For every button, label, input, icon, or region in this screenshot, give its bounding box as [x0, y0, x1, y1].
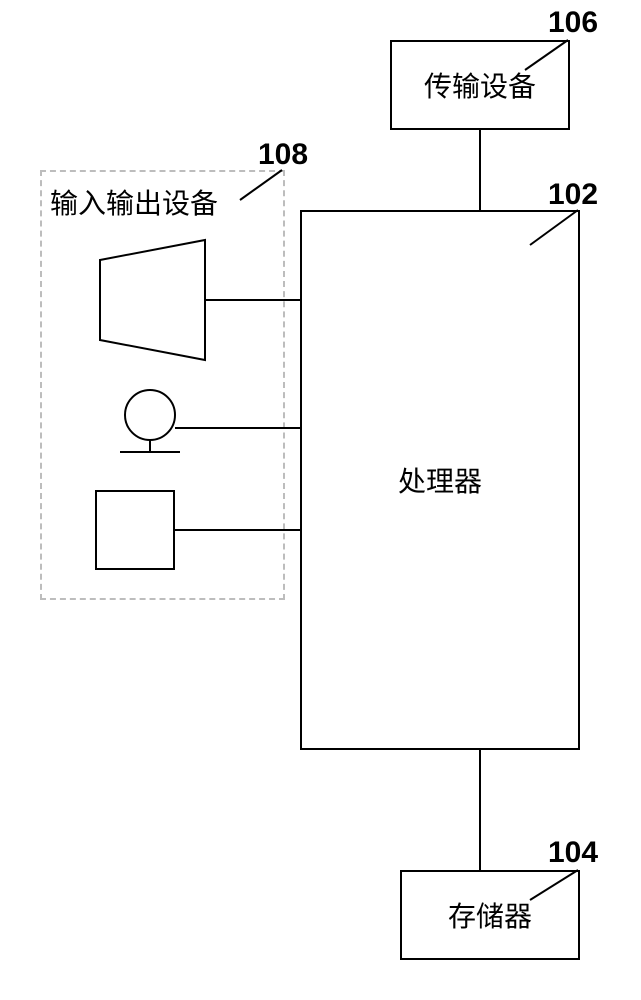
- diagram-canvas: 传输设备 106 处理器 102 存储器 104 输入输出设备 108: [0, 0, 641, 1000]
- connector-lines: [0, 0, 641, 1000]
